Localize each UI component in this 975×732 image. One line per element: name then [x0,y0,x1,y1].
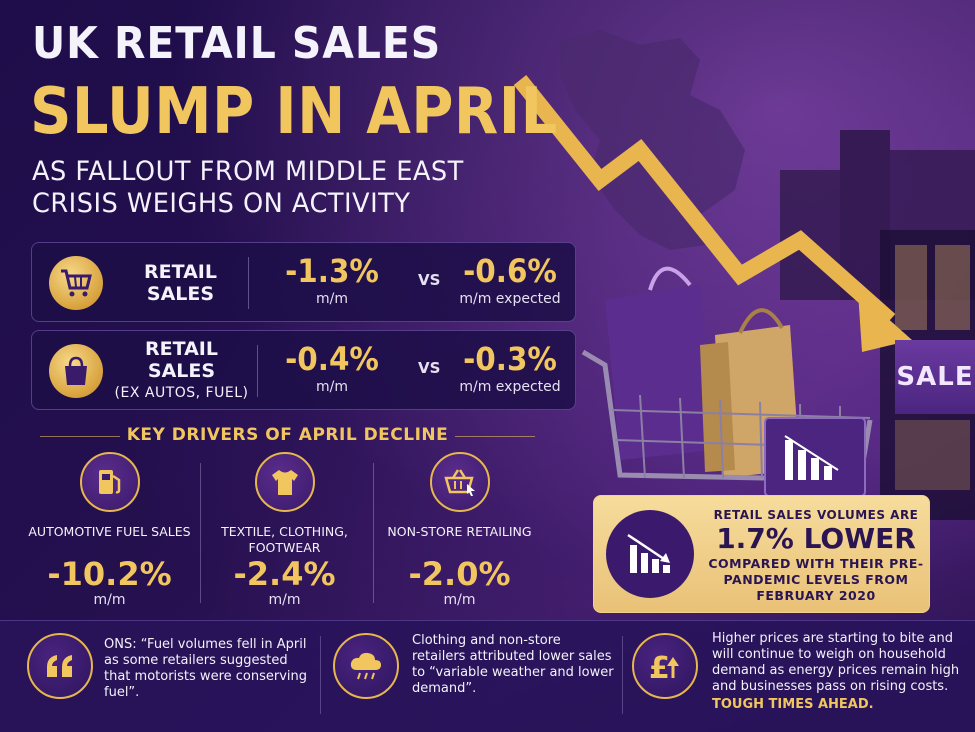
stat-label-text: RETAIL SALES [144,261,217,305]
map-silhouette [560,30,745,250]
bottom-text-highlight: TOUGH TIMES AHEAD. [712,697,874,712]
bottom-divider [622,636,623,714]
callout-text: RETAIL SALES VOLUMES ARE 1.7% LOWER COMP… [706,508,926,604]
stat-vs: VS [418,271,441,289]
heading-rule-right [455,436,535,437]
stat-actual-value: -1.3% [285,252,379,290]
box-chart-icon [785,440,832,480]
stat-actual-unit: m/m [316,379,348,395]
stat-expected-value: -0.6% [463,252,557,290]
stat-actual-value: -0.4% [285,340,379,378]
rain-cloud-icon [333,633,399,699]
shopping-bag-icon [49,344,103,398]
divider [257,345,258,397]
svg-text:£: £ [649,651,670,684]
building [780,170,840,300]
driver-clothing: TEXTILE, CLOTHING, FOOTWEAR -2.4% m/m [197,452,372,608]
falling-arrow-head [858,292,912,352]
bottom-text-body: Higher prices are starting to bite and w… [712,631,960,694]
store-window [895,245,927,330]
shopping-bag [605,285,715,460]
t-shirt-icon [254,452,315,512]
driver-value: -10.2% [47,555,172,593]
driver-fuel: AUTOMOTIVE FUEL SALES -10.2% m/m [22,452,197,608]
driver-divider [200,463,201,603]
bottom-divider [320,636,321,714]
driver-unit: m/m [268,592,301,608]
sale-sign: SALE [895,340,975,414]
callout-post: COMPARED WITH THEIR PRE-PANDEMIC LEVELS … [708,556,924,603]
stat-sublabel: (EX AUTOS, FUEL) [114,385,249,401]
driver-label: TEXTILE, CLOTHING, FOOTWEAR [221,524,348,555]
store-window [935,245,970,330]
bottom-text-body: Clothing and non-store retailers attribu… [412,633,614,696]
driver-value: -2.4% [233,555,336,593]
paper-bag [700,342,735,472]
store-window [895,420,970,490]
cart-box [764,417,866,497]
title-line-1: UK RETAIL SALES [32,18,442,69]
driver-non-store: NON-STORE RETAILING -2.0% m/m [372,452,547,608]
bottom-text-body: ONS: “Fuel volumes fell in April as some… [104,637,308,700]
bottom-text-ons: ONS: “Fuel volumes fell in April as some… [104,637,314,701]
title-line-2: SLUMP IN APRIL [30,75,558,149]
driver-label: AUTOMOTIVE FUEL SALES [28,524,191,539]
quote-icon [27,633,93,699]
driver-label: NON-STORE RETAILING [387,524,532,539]
driver-value: -2.0% [408,555,511,593]
divider [248,257,249,309]
bottom-band [0,620,975,732]
stat-label: RETAIL SALES (EX AUTOS, FUEL) [114,331,249,411]
bag-handle [738,308,784,334]
driver-unit: m/m [93,592,126,608]
fuel-pump-icon [79,452,140,512]
bag-handle [648,266,692,291]
basket-cursor-icon [429,452,490,512]
stat-actual-unit: m/m [316,291,348,307]
pound-rising-icon: £ [632,633,698,699]
pre-pandemic-callout: RETAIL SALES VOLUMES ARE 1.7% LOWER COMP… [593,495,930,613]
falling-arrow-line [513,75,896,326]
callout-pre: RETAIL SALES VOLUMES ARE [713,508,919,522]
bottom-text-weather: Clothing and non-store retailers attribu… [412,633,617,697]
stat-expected-unit: m/m expected [459,379,561,395]
driver-unit: m/m [443,592,476,608]
heading-rule-left [40,436,120,437]
stat-card-retail-sales: RETAIL SALES -1.3% m/m VS -0.6% m/m expe… [31,242,576,322]
shopping-cart-icon [49,256,103,310]
stat-expected-unit: m/m expected [459,291,561,307]
callout-big: 1.7% LOWER [716,522,916,555]
stat-expected-value: -0.3% [463,340,557,378]
bottom-text-prices: Higher prices are starting to bite and w… [712,631,967,713]
stat-label: RETAIL SALES [118,243,243,323]
stat-card-retail-sales-ex-autos: RETAIL SALES (EX AUTOS, FUEL) -0.4% m/m … [31,330,576,410]
drivers-heading: KEY DRIVERS OF APRIL DECLINE [126,425,449,445]
stat-vs: VS [418,359,441,377]
stat-label-text: RETAIL SALES [145,338,218,382]
box-chart-arrow [784,435,839,471]
declining-bar-chart-icon [606,510,694,598]
subtitle: AS FALLOUT FROM MIDDLE EAST CRISIS WEIGH… [32,156,464,219]
driver-divider [373,463,374,603]
